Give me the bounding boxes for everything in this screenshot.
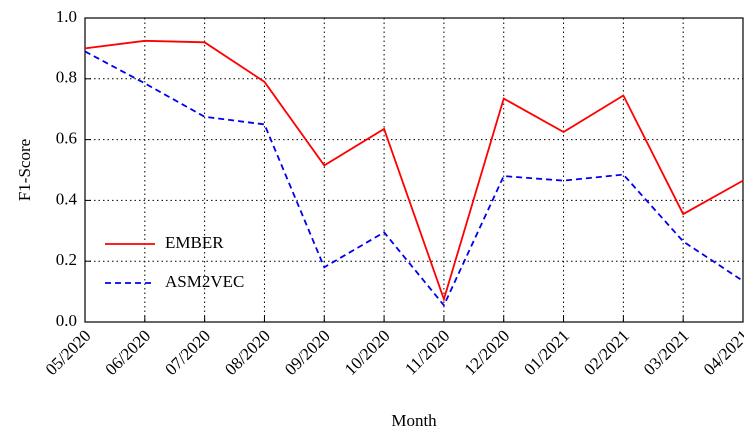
x-tick-label: 03/2021 [640, 326, 693, 379]
legend-label: ASM2VEC [165, 272, 244, 291]
y-tick-label: 0.6 [56, 129, 77, 148]
y-tick-label: 1.0 [56, 7, 77, 26]
legend-label: EMBER [165, 233, 224, 252]
x-tick-label: 08/2020 [221, 326, 274, 379]
x-tick-label: 05/2020 [42, 326, 95, 379]
y-tick-label: 0.8 [56, 68, 77, 87]
x-tick-label: 11/2020 [401, 326, 453, 378]
y-tick-label: 0.4 [56, 189, 78, 208]
y-axis-label: F1-Score [15, 139, 34, 201]
x-tick-label: 07/2020 [161, 326, 214, 379]
series-line [84, 39, 744, 303]
x-tick-label: 12/2020 [460, 326, 513, 379]
plot-frame [84, 17, 744, 323]
series-line [84, 50, 744, 307]
x-tick-label: 04/2021 [700, 326, 744, 379]
y-tick-label: 0.2 [56, 250, 77, 269]
x-axis-label: Month [391, 411, 437, 430]
x-tick-label: 02/2021 [580, 326, 633, 379]
x-tick-label: 10/2020 [341, 326, 394, 379]
x-tick-label: 01/2021 [520, 326, 573, 379]
x-tick-label: 09/2020 [281, 326, 334, 379]
x-tick-label: 06/2020 [102, 326, 155, 379]
y-tick-label: 0.0 [56, 311, 77, 330]
